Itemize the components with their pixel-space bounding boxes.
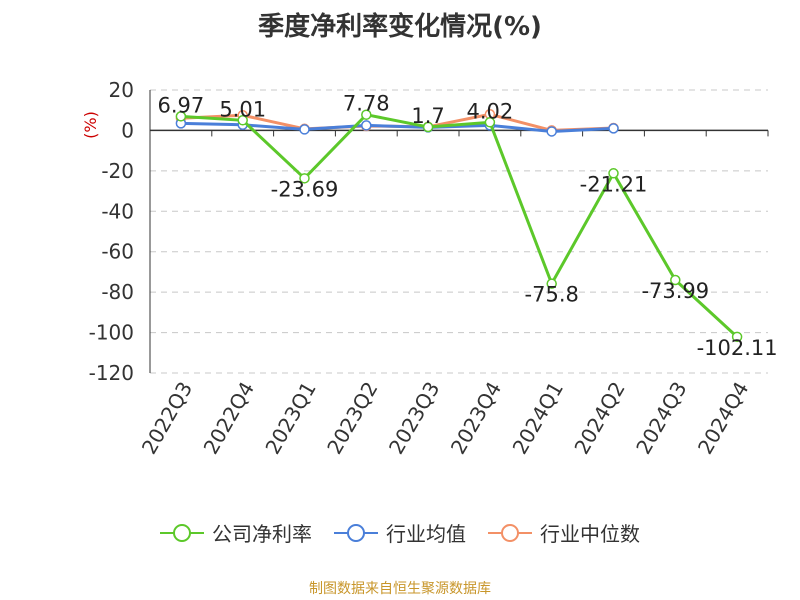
- x-tick-label: 2024Q3: [631, 378, 691, 459]
- x-tick-label: 2023Q3: [384, 378, 444, 459]
- data-point: [731, 331, 743, 343]
- y-tick-label: 20: [109, 78, 134, 102]
- data-point: [484, 117, 496, 128]
- y-axis-label: (%): [81, 111, 100, 139]
- legend-item-industry-mean[interactable]: 行业均值: [334, 518, 466, 547]
- data-label: -21.21: [580, 172, 648, 196]
- y-tick-label: -100: [89, 321, 134, 345]
- data-point: [299, 173, 310, 184]
- x-tick-label: 2024Q1: [508, 378, 568, 459]
- data-label: -75.8: [525, 283, 579, 307]
- legend-item-company[interactable]: 公司净利率: [160, 518, 312, 547]
- data-label: 5.01: [219, 97, 266, 121]
- legend-item-industry-median[interactable]: 行业中位数: [488, 518, 640, 547]
- data-point: [546, 126, 557, 137]
- legend-swatch-industry-mean: [334, 523, 378, 542]
- data-point: [608, 168, 619, 179]
- data-label: 1.7: [411, 104, 444, 128]
- data-point: [546, 278, 557, 289]
- legend-label-industry-median: 行业中位数: [540, 522, 640, 546]
- x-tick-label: 2022Q4: [199, 378, 259, 459]
- legend-swatch-industry-median: [488, 523, 532, 542]
- x-tick-label: 2022Q3: [137, 378, 197, 459]
- data-point: [670, 274, 681, 286]
- x-tick-label: 2024Q4: [693, 378, 753, 459]
- legend-label-industry-mean: 行业均值: [386, 522, 466, 546]
- y-tick-label: -20: [101, 159, 134, 183]
- series-line: [180, 121, 614, 133]
- x-tick-label: 2024Q2: [569, 378, 629, 459]
- y-tick-label: 0: [121, 118, 134, 142]
- x-tick-label: 2023Q4: [446, 378, 506, 459]
- chart-title: 季度净利率变化情况(%): [258, 12, 542, 42]
- y-tick-label: -60: [101, 240, 134, 264]
- data-point: [422, 121, 434, 133]
- data-label: -73.99: [641, 279, 709, 303]
- legend-swatch-company: [160, 523, 204, 542]
- data-point: [237, 115, 248, 126]
- legend-label-company: 公司净利率: [212, 522, 312, 546]
- data-point: [299, 124, 310, 135]
- data-label: -23.69: [271, 177, 339, 201]
- legend: 公司净利率 行业均值 行业中位数: [0, 518, 800, 547]
- source-footer: 制图数据来自恒生聚源数据库: [309, 581, 491, 597]
- series-line: [180, 113, 739, 338]
- y-tick-label: -40: [101, 199, 134, 223]
- data-point: [608, 123, 619, 134]
- x-tick-label: 2023Q2: [322, 378, 382, 459]
- data-label: 4.02: [467, 99, 514, 123]
- data-point: [175, 111, 187, 122]
- data-label: -102.11: [697, 336, 778, 360]
- y-tick-label: -120: [89, 361, 134, 385]
- data-label: 6.97: [158, 93, 205, 117]
- y-tick-label: -80: [101, 280, 134, 304]
- x-tick-label: 2023Q1: [260, 378, 320, 459]
- data-point: [361, 120, 372, 131]
- data-point: [361, 109, 372, 120]
- data-label: 7.78: [343, 92, 390, 116]
